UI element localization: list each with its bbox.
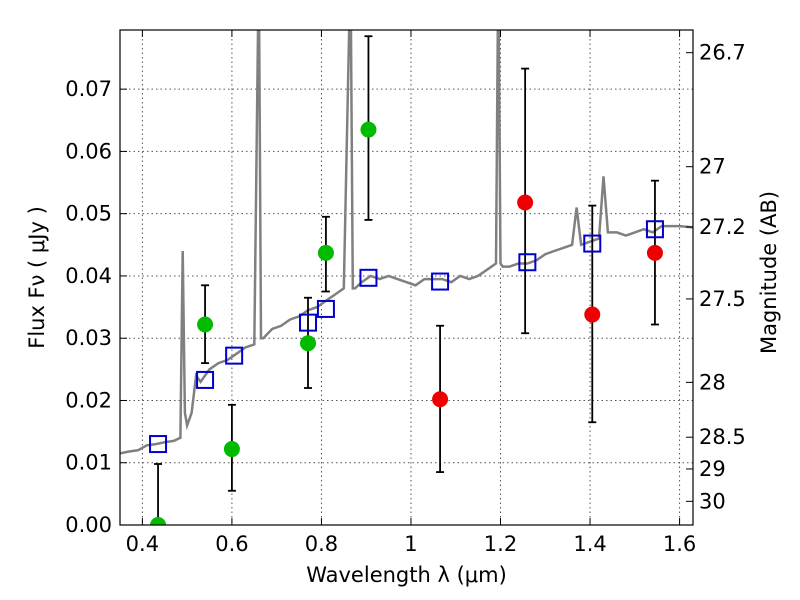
right-tick-label: 28 [699, 370, 726, 394]
green-point [300, 335, 317, 352]
x-tick-label: 1.4 [573, 532, 606, 556]
model-spectrum-line [120, 30, 693, 455]
y-tick-label: 0.02 [65, 388, 112, 412]
square-point [225, 346, 244, 365]
y-axis-label: Flux Fν ( μJy ) [25, 206, 49, 349]
y-tick-label: 0.04 [65, 264, 112, 288]
plot-frame [119, 29, 694, 526]
square-point [149, 435, 168, 454]
x-tick-label: 0.6 [215, 532, 248, 556]
green-point [317, 244, 334, 261]
y-tick-label: 0.01 [65, 451, 112, 475]
red-point [517, 194, 534, 211]
green-point [223, 441, 240, 458]
right-tick-label: 27 [699, 155, 726, 179]
right-tick-label: 30 [699, 489, 726, 513]
square-point [645, 220, 664, 239]
x-tick-label: 1.6 [663, 532, 696, 556]
plot-area [120, 30, 693, 525]
y-tick-label: 0.06 [65, 139, 112, 163]
square-point [431, 272, 450, 291]
axis-ticks: 0.4 0.6 0.8 1 1.2 1.4 1.6 0.00 0.01 0.02 0.03 0.04 0… [65, 30, 746, 556]
x-tick-label: 0.4 [126, 532, 159, 556]
x-tick-label: 1.2 [484, 532, 517, 556]
right-tick-label: 29 [699, 457, 726, 481]
y-tick-label: 0.05 [65, 202, 112, 226]
square-point [359, 268, 378, 287]
square-point [196, 370, 215, 389]
green-point [197, 316, 214, 333]
square-point [583, 234, 602, 253]
red-point [584, 306, 601, 323]
square-point [299, 313, 318, 332]
grid-lines [120, 30, 693, 526]
y-tick-label: 0.07 [65, 77, 112, 101]
y-tick-label: 0.03 [65, 326, 112, 350]
right-tick-label: 27.2 [699, 215, 746, 239]
red-point [646, 244, 663, 261]
green-point [150, 517, 167, 525]
x-tick-label: 1 [404, 532, 417, 556]
data-markers [149, 121, 664, 525]
right-axis-label: Magnitude (AB) [757, 191, 781, 354]
right-tick-label: 26.7 [699, 41, 746, 65]
square-point [316, 299, 335, 318]
y-tick-label: 0.00 [65, 513, 112, 537]
red-point [432, 391, 449, 408]
green-point [360, 121, 377, 138]
x-tick-label: 0.8 [305, 532, 338, 556]
square-point [518, 253, 537, 272]
right-tick-label: 28.5 [699, 425, 746, 449]
right-tick-label: 27.5 [699, 287, 746, 311]
x-axis-label: Wavelength λ (μm) [306, 563, 507, 587]
